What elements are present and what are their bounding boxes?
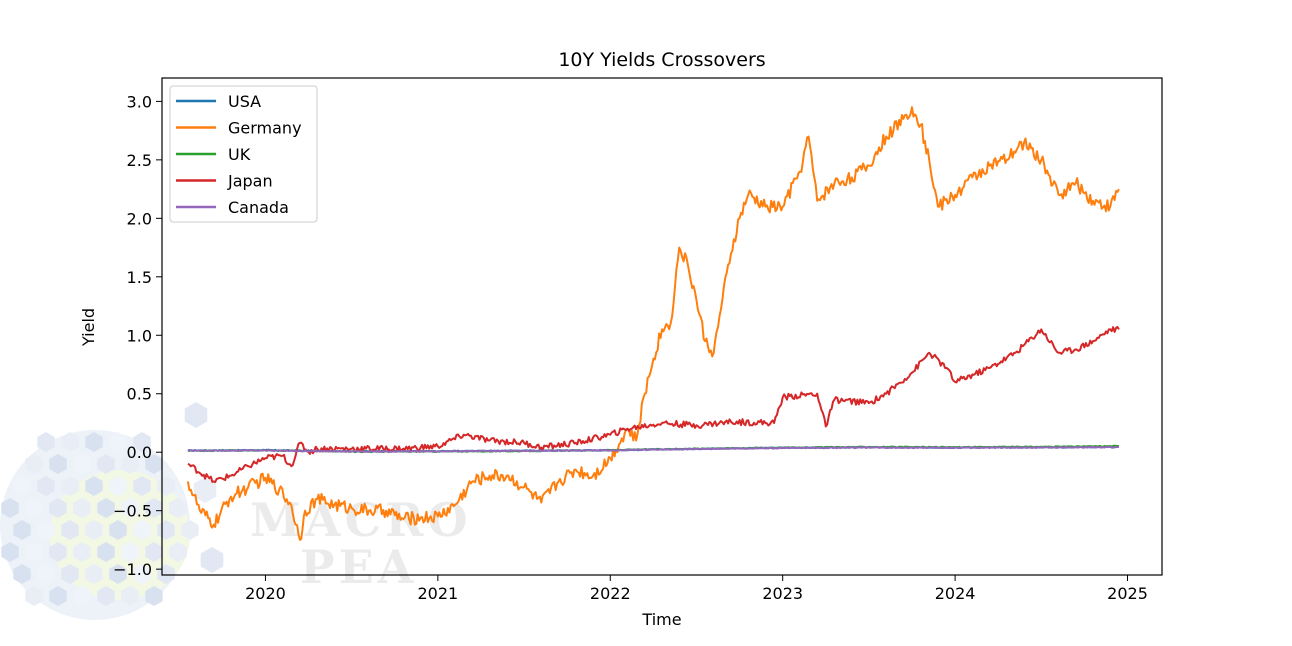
watermark-hex <box>97 542 115 562</box>
legend-label-usa: USA <box>228 92 261 111</box>
x-tick-label: 2020 <box>245 584 286 603</box>
watermark-hex <box>13 476 31 496</box>
x-tick-label: 2023 <box>762 584 803 603</box>
watermark-hex <box>109 432 127 452</box>
watermark-hex <box>184 402 208 428</box>
watermark-hex <box>25 542 43 562</box>
watermark-hex <box>37 520 55 540</box>
legend-box <box>169 85 318 223</box>
y-axis: −1.0 −0.5 0.0 0.5 1.0 1.5 2.0 2.5 3.0 <box>113 92 162 579</box>
y-tick-label: 1.5 <box>127 268 152 287</box>
watermark-hex <box>1 498 19 518</box>
watermark-hex <box>121 542 139 562</box>
plot-area-frame <box>161 77 1163 576</box>
y-tick-label: 2.0 <box>127 209 152 228</box>
watermark-hex <box>121 586 139 606</box>
legend-label-germany: Germany <box>228 119 302 138</box>
watermark-hex <box>97 454 115 474</box>
macro-pea-watermark: MACRO PEA <box>0 402 472 620</box>
legend-label-uk: UK <box>228 145 251 164</box>
y-tick-label: 0.5 <box>127 385 152 404</box>
x-axis: 2020 2021 2022 2023 2024 2025 <box>245 575 1148 603</box>
legend-label-japan: Japan <box>227 172 273 191</box>
x-tick-label: 2024 <box>935 584 976 603</box>
watermark-hex <box>37 476 55 496</box>
watermark-hex <box>25 454 43 474</box>
y-tick-label: 0.0 <box>127 443 152 462</box>
watermark-hex <box>61 476 79 496</box>
watermark-hex <box>49 498 67 518</box>
watermark-hex <box>133 432 151 452</box>
watermark-hex <box>169 542 187 562</box>
series-line-canada <box>187 445 1120 453</box>
watermark-hex <box>200 547 224 573</box>
y-tick-label: 1.0 <box>127 326 152 345</box>
watermark-hex <box>145 454 163 474</box>
y-tick-label: 3.0 <box>127 92 152 111</box>
watermark-hex <box>85 564 103 584</box>
watermark-hex <box>85 520 103 540</box>
watermark-hex <box>145 498 163 518</box>
watermark-text-line2: PEA <box>300 540 417 594</box>
watermark-hex <box>73 586 91 606</box>
watermark-hex <box>97 586 115 606</box>
watermark-hex <box>61 564 79 584</box>
watermark-hex <box>133 564 151 584</box>
watermark-hex <box>49 586 67 606</box>
watermark-hex <box>61 520 79 540</box>
watermark-text-line1: MACRO <box>250 493 472 547</box>
watermark-hex <box>13 520 31 540</box>
watermark-hex <box>181 520 199 540</box>
watermark-hex <box>73 454 91 474</box>
series-layer <box>186 106 1120 541</box>
watermark-hex <box>121 498 139 518</box>
watermark-hex <box>109 520 127 540</box>
x-tick-label: 2021 <box>418 584 459 603</box>
watermark-hex <box>25 586 43 606</box>
chart-title: 10Y Yields Crossovers <box>558 49 765 71</box>
watermark-hex <box>133 476 151 496</box>
watermark-hex <box>1 542 19 562</box>
watermark-hex-pattern <box>1 402 224 606</box>
watermark-hex <box>25 498 43 518</box>
x-axis-label: Time <box>641 610 681 629</box>
x-tick-label: 2025 <box>1107 584 1148 603</box>
legend: USA Germany UK Japan Canada <box>169 85 318 223</box>
watermark-hex <box>97 498 115 518</box>
watermark-hex <box>37 564 55 584</box>
watermark-hex <box>61 432 79 452</box>
watermark-hex <box>109 564 127 584</box>
series-line-germany <box>186 106 1120 541</box>
watermark-hex <box>133 520 151 540</box>
watermark-hex <box>13 564 31 584</box>
watermark-hex <box>73 542 91 562</box>
watermark-hex <box>49 454 67 474</box>
x-tick-label: 2022 <box>590 584 631 603</box>
watermark-hex <box>193 477 217 503</box>
legend-label-canada: Canada <box>228 198 289 217</box>
watermark-hex <box>145 542 163 562</box>
watermark-hex <box>145 586 163 606</box>
y-tick-label: −1.0 <box>113 560 152 579</box>
watermark-hex <box>49 542 67 562</box>
y-tick-label: −0.5 <box>113 502 152 521</box>
watermark-hex <box>73 498 91 518</box>
watermark-hex <box>109 476 127 496</box>
y-tick-label: 2.5 <box>127 151 152 170</box>
watermark-hex <box>121 454 139 474</box>
watermark-hex <box>85 432 103 452</box>
series-line-japan <box>187 326 1120 484</box>
watermark-hex <box>169 498 187 518</box>
watermark-hex <box>37 432 55 452</box>
watermark-hex <box>85 476 103 496</box>
y-axis-label: Yield <box>79 308 98 347</box>
